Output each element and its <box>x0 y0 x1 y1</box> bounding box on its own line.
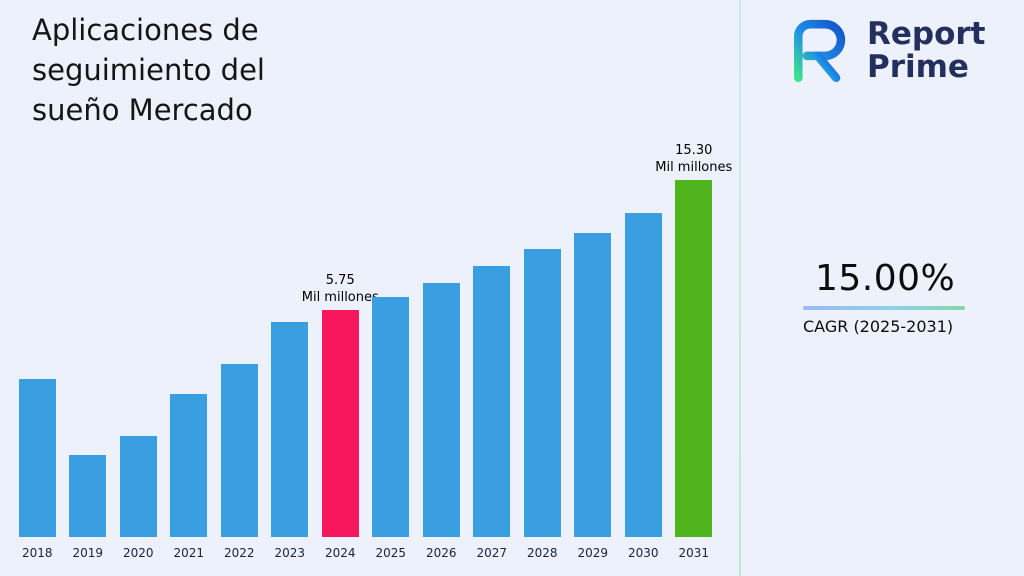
bar-2020 <box>119 436 157 537</box>
bar-2029 <box>574 233 612 537</box>
bar-value-label-2024: 5.75 Mil millones <box>301 273 379 305</box>
x-axis-label-2031: 2031 <box>678 546 710 560</box>
cagr-stat: 15.00% CAGR (2025-2031) <box>803 258 965 336</box>
bar-column-2030: 2030 <box>618 0 669 576</box>
bar-2025 <box>372 297 410 537</box>
bar-column-2025: 2025 <box>366 0 417 576</box>
x-axis-label-2021: 2021 <box>173 546 205 560</box>
bar-column-2019: 2019 <box>63 0 114 576</box>
bar-2019 <box>69 455 107 537</box>
cagr-label: CAGR (2025-2031) <box>803 317 954 336</box>
bar-2027 <box>473 266 511 537</box>
cagr-value: 15.00% <box>815 258 956 299</box>
x-axis-label-2018: 2018 <box>21 546 53 560</box>
x-axis-label-2028: 2028 <box>526 546 558 560</box>
bar-column-2026: 2026 <box>416 0 467 576</box>
bar-column-2022: 2022 <box>214 0 265 576</box>
page-title: Aplicaciones de seguimiento del sueño Me… <box>32 13 265 127</box>
bar-column-2021: 2021 <box>164 0 215 576</box>
bar-2031 <box>675 180 713 537</box>
x-axis-label-2020: 2020 <box>122 546 154 560</box>
bar-column-2027: 2027 <box>467 0 518 576</box>
bar-column-2018: 2018 <box>12 0 63 576</box>
bar-column-2028: 2028 <box>517 0 568 576</box>
logo-word-report: Report <box>867 16 986 52</box>
x-axis-label-2024: 2024 <box>324 546 356 560</box>
x-axis-label-2030: 2030 <box>627 546 659 560</box>
report-prime-logo: Report Prime <box>780 12 986 90</box>
bar-column-2029: 2029 <box>568 0 619 576</box>
bar-column-2020: 2020 <box>113 0 164 576</box>
logo-word-prime: Prime <box>867 49 969 85</box>
cagr-underline <box>803 306 965 310</box>
bar-2022 <box>220 364 258 537</box>
report-prime-logo-icon <box>794 19 846 83</box>
x-axis-label-2025: 2025 <box>375 546 407 560</box>
x-axis-label-2026: 2026 <box>425 546 457 560</box>
logo-wordmark: Report Prime <box>867 18 986 84</box>
bar-2026 <box>422 283 460 537</box>
bar-2024 <box>321 310 359 537</box>
bar-column-2023: 2023 <box>265 0 316 576</box>
x-axis-label-2023: 2023 <box>274 546 306 560</box>
bar-value-label-2031: 15.30 Mil millones <box>655 143 733 175</box>
bar-column-2024: 5.75 Mil millones 2024 <box>302 0 379 576</box>
bar-2021 <box>170 394 208 537</box>
bar-2023 <box>271 322 309 537</box>
panel-divider <box>739 0 741 576</box>
x-axis-label-2022: 2022 <box>223 546 255 560</box>
bar-2030 <box>624 213 662 537</box>
bar-column-2031: 15.30 Mil millones 2031 <box>655 0 732 576</box>
x-axis-label-2019: 2019 <box>72 546 104 560</box>
bar-2018 <box>18 379 56 537</box>
x-axis-label-2027: 2027 <box>476 546 508 560</box>
bar-2028 <box>523 249 561 537</box>
x-axis-label-2029: 2029 <box>577 546 609 560</box>
market-bar-chart: 2018 2019 2020 2021 2022 2023 5.75 Mil millone… <box>12 0 732 576</box>
